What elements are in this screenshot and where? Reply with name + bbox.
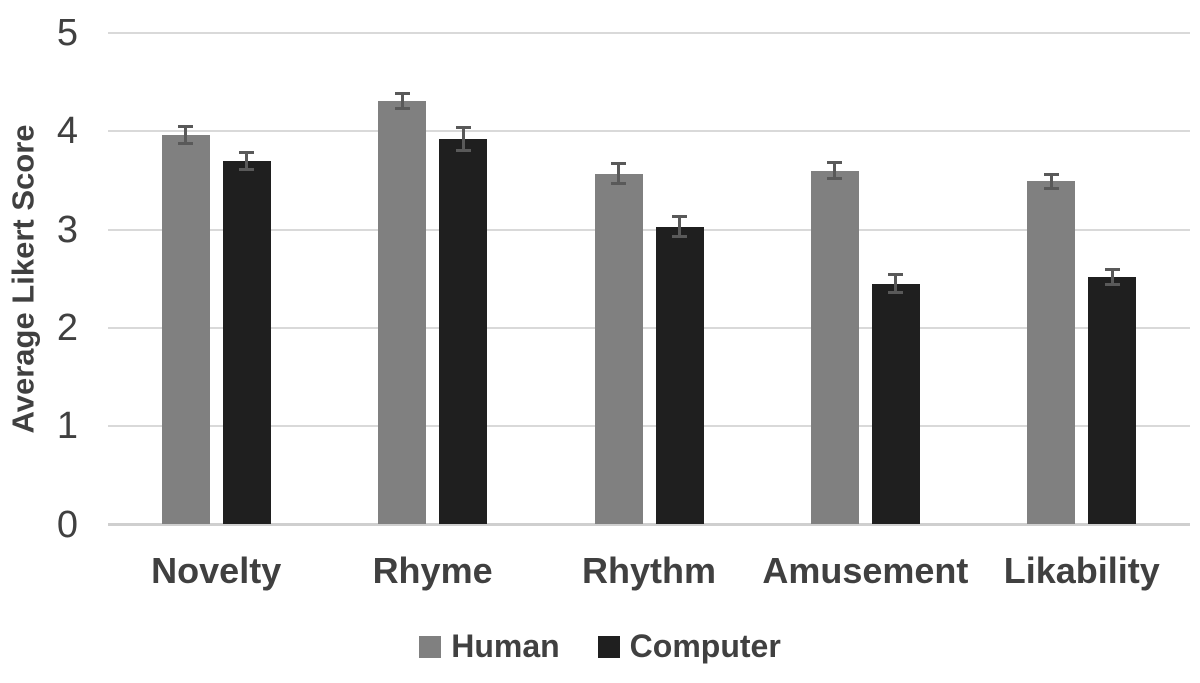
y-tick-label: 3 bbox=[56, 208, 78, 251]
error-bar-stem bbox=[400, 91, 404, 110]
legend: Human Computer bbox=[0, 628, 1200, 665]
error-bar-human-rhythm bbox=[611, 161, 626, 186]
y-tick-label: 1 bbox=[56, 405, 78, 448]
legend-label-human: Human bbox=[451, 628, 560, 664]
legend-item-computer: Computer bbox=[597, 628, 781, 665]
bar-computer-rhythm bbox=[655, 226, 704, 525]
error-bar-computer-amusement bbox=[888, 272, 904, 295]
y-axis-title: Average Likert Score bbox=[0, 33, 46, 525]
bar-computer-likability bbox=[1088, 276, 1137, 525]
category-label: Likability bbox=[1003, 550, 1160, 591]
error-bar-stem bbox=[184, 125, 188, 146]
legend-item-human: Human bbox=[419, 628, 560, 665]
y-tick-label: 4 bbox=[56, 110, 78, 153]
error-bar-stem bbox=[461, 126, 465, 152]
error-bar-human-amusement bbox=[827, 160, 843, 181]
gridline bbox=[108, 326, 1190, 329]
error-bar-stem bbox=[617, 161, 620, 186]
error-bar-computer-rhyme bbox=[455, 126, 471, 152]
error-bar-cap-top bbox=[1043, 172, 1059, 176]
error-bar-cap-bottom bbox=[827, 177, 843, 181]
bar-computer-rhyme bbox=[439, 139, 488, 525]
error-bar-cap-top bbox=[827, 160, 843, 164]
bar-human-novelty bbox=[161, 135, 210, 525]
x-axis-line bbox=[108, 523, 1190, 526]
y-axis-title-text: Average Likert Score bbox=[5, 124, 41, 434]
category-label: Rhyme bbox=[372, 550, 493, 591]
error-bar-stem bbox=[833, 160, 837, 181]
gridline bbox=[108, 32, 1190, 34]
legend-label-computer: Computer bbox=[629, 628, 781, 664]
bar-human-rhyme bbox=[378, 100, 427, 525]
legend-swatch-human bbox=[419, 635, 442, 658]
y-tick-label: 5 bbox=[56, 12, 78, 54]
error-bar-cap-bottom bbox=[394, 106, 410, 110]
error-bar-cap-top bbox=[394, 91, 410, 95]
error-bar-cap-top bbox=[672, 214, 687, 218]
y-tick-label: 2 bbox=[56, 306, 78, 349]
bar-computer-novelty bbox=[222, 160, 271, 525]
bar-human-amusement bbox=[810, 170, 859, 525]
error-bar-cap-top bbox=[888, 272, 904, 276]
error-bar-cap-top bbox=[455, 126, 471, 130]
error-bar-stem bbox=[1049, 172, 1053, 191]
gridline bbox=[108, 130, 1190, 133]
error-bar-cap-top bbox=[1104, 267, 1120, 271]
error-bar-cap-bottom bbox=[239, 167, 255, 171]
category-label: Rhythm bbox=[581, 550, 716, 591]
error-bar-cap-top bbox=[611, 161, 626, 165]
error-bar-stem bbox=[1110, 267, 1114, 286]
category-label: Novelty bbox=[151, 550, 282, 591]
error-bar-stem bbox=[678, 214, 681, 239]
error-bar-cap-bottom bbox=[611, 182, 626, 186]
bar-human-rhythm bbox=[594, 173, 643, 525]
error-bar-human-rhyme bbox=[394, 91, 410, 110]
gridline bbox=[108, 228, 1190, 231]
error-bar-cap-top bbox=[178, 125, 194, 129]
bar-human-likability bbox=[1027, 181, 1076, 525]
error-bar-computer-novelty bbox=[239, 150, 255, 171]
error-bar-cap-bottom bbox=[888, 291, 904, 295]
bar-computer-amusement bbox=[871, 283, 920, 525]
error-bar-cap-top bbox=[239, 150, 255, 154]
category-label: Amusement bbox=[762, 550, 969, 591]
error-bar-human-likability bbox=[1043, 172, 1059, 191]
error-bar-human-novelty bbox=[178, 125, 194, 146]
error-bar-cap-bottom bbox=[178, 142, 194, 146]
y-tick-label: 0 bbox=[56, 503, 78, 546]
error-bar-computer-likability bbox=[1104, 267, 1120, 286]
error-bar-cap-bottom bbox=[1104, 282, 1120, 286]
legend-swatch-computer bbox=[597, 635, 620, 658]
error-bar-stem bbox=[245, 150, 249, 171]
error-bar-cap-bottom bbox=[672, 235, 687, 239]
gridline bbox=[108, 425, 1190, 428]
error-bar-cap-bottom bbox=[455, 148, 471, 152]
error-bar-stem bbox=[894, 272, 898, 295]
error-bar-cap-bottom bbox=[1043, 187, 1059, 191]
error-bar-computer-rhythm bbox=[672, 214, 687, 239]
